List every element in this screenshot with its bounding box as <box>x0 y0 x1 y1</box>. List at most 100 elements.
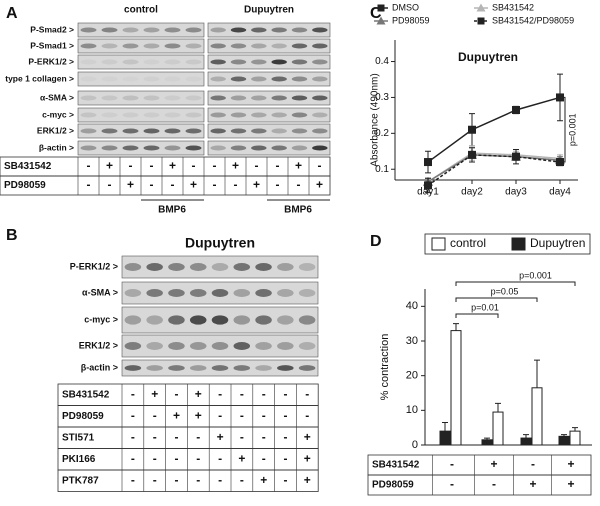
treatment-cell: + <box>217 430 224 444</box>
treatment-cell: + <box>567 457 574 471</box>
blot-band <box>251 145 267 151</box>
blot-band <box>168 263 185 271</box>
treatment-cell: - <box>297 178 301 192</box>
treatment-label: SB431542 <box>4 161 52 172</box>
treatment-label: PD98059 <box>62 411 104 422</box>
y-axis-label: Absorbance (490nm) <box>370 73 381 166</box>
legend-label: SB431542 <box>492 2 534 12</box>
blot-band <box>146 289 163 297</box>
blot-band <box>291 76 308 82</box>
blot-strip <box>207 54 331 70</box>
blot-strip <box>77 90 205 106</box>
y-tick-label: 0.3 <box>375 92 389 103</box>
data-marker <box>556 158 564 167</box>
blot-band <box>298 289 316 297</box>
blot-band <box>164 112 181 118</box>
error-bar <box>561 434 567 437</box>
blot-band <box>298 315 316 325</box>
blot-band <box>230 112 247 118</box>
blot-band <box>124 342 142 350</box>
bar <box>439 430 451 446</box>
blot-strip <box>207 123 331 139</box>
treatment-cell: - <box>262 451 266 465</box>
table-row <box>367 474 592 496</box>
blot-band <box>312 76 328 82</box>
blot-band <box>185 95 202 101</box>
blot-band <box>211 263 229 271</box>
blot-band <box>233 289 251 297</box>
blot-band <box>124 263 142 271</box>
treatment-cell: - <box>450 477 454 491</box>
blot-band <box>255 263 272 271</box>
blot-band <box>210 145 226 151</box>
blot-band <box>210 76 226 82</box>
treatment-cell: - <box>175 430 179 444</box>
treatment-cell: + <box>567 477 574 491</box>
blot-row-label: P-ERK1/2 > <box>28 56 74 66</box>
bar <box>481 439 493 446</box>
blot-band <box>230 76 247 82</box>
blot-strip <box>121 334 319 358</box>
treatment-cell: - <box>87 159 91 173</box>
blot-row-label: P-ERK1/2 > <box>70 261 118 271</box>
blot-band <box>230 145 247 151</box>
blot-band <box>122 112 139 118</box>
blot-strip <box>207 140 331 156</box>
treatment-cell: - <box>213 159 217 173</box>
treatment-cell: - <box>218 408 222 422</box>
blot-band <box>291 27 308 33</box>
bar <box>492 411 504 446</box>
blot-band <box>211 289 229 297</box>
treatment-cell: - <box>131 387 135 401</box>
annotation: p=0.01 <box>471 302 499 312</box>
table-row <box>57 426 319 449</box>
annotation: p=0.05 <box>491 286 519 296</box>
treatment-cell: - <box>262 387 266 401</box>
error-bar <box>484 437 490 440</box>
treatment-cell: - <box>153 451 157 465</box>
treatment-cell: - <box>192 159 196 173</box>
blot-band <box>312 95 328 101</box>
blot-band <box>168 289 185 297</box>
data-marker <box>468 150 476 159</box>
group-label: Dupuytren <box>244 5 294 16</box>
blot-band <box>122 27 139 33</box>
blot-band <box>291 43 308 49</box>
blot-band <box>271 27 287 33</box>
blot-band <box>271 95 287 101</box>
blot-band <box>255 315 272 325</box>
treatment-cell: - <box>153 473 157 487</box>
legend-label: PD98059 <box>392 15 430 25</box>
data-marker <box>556 93 564 102</box>
blot-band <box>230 43 247 49</box>
data-marker <box>512 152 520 161</box>
blot-band <box>189 365 207 371</box>
blot-band <box>233 342 251 350</box>
blot-band <box>291 59 308 65</box>
blot-band <box>189 263 207 271</box>
blot-band <box>210 128 226 134</box>
treatment-cell: - <box>175 387 179 401</box>
legend-box <box>424 233 591 255</box>
blot-band <box>168 315 185 325</box>
blot-band <box>101 145 118 151</box>
blot-band <box>271 128 287 134</box>
treatment-cell: - <box>175 451 179 465</box>
blot-strip <box>207 107 331 123</box>
blot-band <box>189 289 207 297</box>
error-bar <box>523 434 529 439</box>
treatment-cell: - <box>87 178 91 192</box>
blot-band <box>251 76 267 82</box>
treatment-cell: - <box>284 408 288 422</box>
y-tick-label: 0.4 <box>375 56 389 67</box>
blot-band <box>312 128 328 134</box>
treatment-cell: - <box>196 430 200 444</box>
blot-band <box>185 128 202 134</box>
blot-band <box>143 27 160 33</box>
blot-band <box>189 342 207 350</box>
treatment-cell: + <box>106 159 113 173</box>
blot-band <box>80 59 97 65</box>
blot-row-label: α-SMA > <box>82 287 118 297</box>
blot-band <box>251 128 267 134</box>
treatment-cell: - <box>318 159 322 173</box>
